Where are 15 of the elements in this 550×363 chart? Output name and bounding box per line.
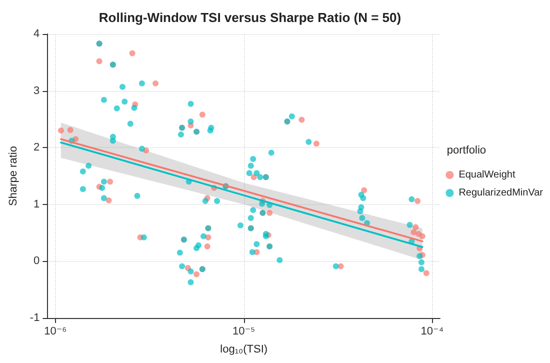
y-tick-label: 2	[34, 142, 40, 154]
y-tick-label: -1	[30, 312, 40, 324]
x-axis-title: log₁₀(TSI)	[220, 344, 268, 356]
y-tick-label: 3	[34, 84, 40, 97]
y-tick-label: 0	[34, 255, 40, 268]
legend-label: RegularizedMinVar	[458, 188, 544, 198]
legend-label: EqualWeight	[458, 170, 516, 180]
chart-title: Rolling-Window TSI versus Sharpe Ratio (N = 50)	[98, 10, 402, 25]
x-tick-label: 10⁻⁴	[420, 326, 444, 338]
legend-title: portfolio	[446, 144, 486, 156]
x-tick-label: 10⁻⁵	[232, 326, 256, 338]
y-tick-label: 4	[34, 28, 40, 40]
y-axis-title: Sharpe ratio	[8, 146, 20, 206]
x-tick-label: 10⁻⁶	[44, 326, 67, 338]
y-tick-label: 1	[34, 198, 40, 210]
